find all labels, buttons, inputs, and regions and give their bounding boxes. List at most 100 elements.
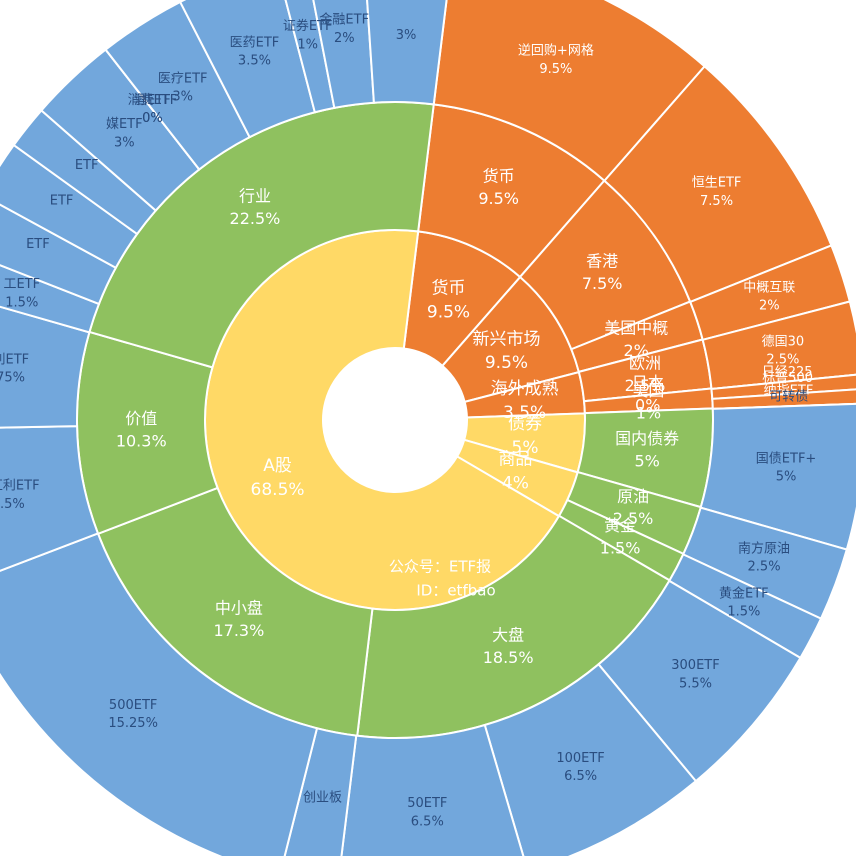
center-hole: [323, 348, 467, 492]
value-label: 6.5%: [564, 769, 597, 784]
segment-label: 逆回购+网格: [518, 43, 594, 59]
segment-label: 恒生ETF: [692, 176, 742, 191]
value-label: 3%: [396, 28, 417, 43]
value-label: 9.5%: [427, 302, 470, 322]
value-label: 0%: [142, 111, 163, 126]
segment-label: 300ETF: [671, 658, 719, 673]
segment-label: A股: [263, 456, 292, 476]
segment-label: 中小盘: [215, 599, 263, 618]
segment-label: 红利ETF: [0, 351, 29, 367]
segment-label: 纳指ETF: [764, 383, 814, 398]
value-label: 1.5%: [727, 605, 760, 620]
segment-label: 南方原油: [738, 540, 790, 556]
segment-label: 欧洲: [629, 353, 661, 372]
segment-label: 日经225: [762, 365, 813, 380]
value-label: 15.25%: [108, 716, 158, 731]
value-label: 5.5%: [0, 497, 25, 512]
annotation: 公众号：ETF报: [389, 558, 491, 576]
segment-label: 50ETF: [407, 796, 447, 811]
value-label: 0%: [142, 111, 163, 126]
value-label: 22.5%: [230, 209, 281, 228]
segment-label: 医药ETF: [230, 35, 280, 50]
value-label: 2.5%: [613, 509, 654, 528]
segment-label: 美国中概: [604, 319, 668, 338]
value-label: 9.5%: [478, 189, 519, 208]
value-label: 3.5%: [503, 403, 546, 423]
value-label: 4.75%: [0, 371, 25, 386]
value-label: 3%: [114, 135, 135, 150]
segment-label: 深红利ETF: [0, 478, 40, 494]
value-label: 0%: [635, 396, 660, 415]
segment-label: 国内债券: [615, 429, 679, 448]
segment-label: ETF: [75, 158, 99, 173]
segment-label: 中概互联: [743, 280, 795, 295]
value-label: 4%: [502, 474, 529, 494]
segment-label: 100ETF: [556, 751, 604, 766]
segment-label: 工ETF: [3, 277, 40, 292]
segment-label: 价值: [125, 409, 157, 428]
value-label: 2%: [624, 341, 649, 360]
segment-label: 债券: [508, 414, 542, 434]
sunburst-segment: [366, 0, 448, 106]
segment-label: 医疗ETF: [158, 71, 208, 86]
sunburst-segment: [0, 532, 319, 856]
segment-label: 黄金: [604, 516, 636, 535]
segment-label: 媒ETF: [106, 117, 143, 132]
segment-label: 大盘: [492, 626, 524, 645]
value-label: 3.5%: [238, 54, 271, 69]
segment-label: ETF: [26, 237, 50, 252]
value-label: 7.5%: [700, 194, 733, 209]
segment-label: 原油: [617, 487, 649, 506]
value-label: 5%: [776, 470, 797, 485]
value-label: 9.5%: [539, 62, 572, 77]
value-label: 1%: [297, 37, 318, 52]
annotation: ID：etfbao: [416, 582, 495, 600]
segment-label: 证券ETF: [283, 18, 333, 34]
segment-label: 创业板: [303, 791, 342, 806]
value-label: 17.3%: [213, 621, 264, 640]
segment-label: 新兴市场: [472, 329, 540, 349]
value-label: 18.5%: [483, 648, 534, 667]
segment-label: 海外成熟: [491, 378, 559, 399]
segment-label: 消费ETF: [128, 93, 178, 108]
value-label: 2.5%: [766, 353, 799, 368]
value-label: 68.5%: [251, 480, 305, 500]
value-label: 5%: [512, 438, 539, 458]
segment-label: ETF: [50, 193, 74, 208]
segment-label: 美国: [632, 381, 664, 400]
segment-label: 酒ETF: [134, 93, 171, 108]
segment-label: 德国30: [762, 334, 805, 349]
value-label: 1.5%: [600, 538, 641, 557]
segment-label: 金融ETF: [319, 12, 369, 28]
segment-label: 国债ETF+: [756, 451, 817, 466]
value-label: 7.5%: [582, 274, 623, 293]
value-label: 5.5%: [679, 676, 712, 691]
segment-label: 500ETF: [109, 698, 157, 713]
value-label: 9.5%: [485, 353, 528, 373]
value-label: 10.3%: [116, 432, 167, 451]
value-label: 2%: [334, 31, 355, 46]
segment-label: 商品: [498, 450, 532, 470]
sunburst-segment: [483, 662, 698, 856]
value-label: 1.5%: [5, 295, 38, 310]
segment-label: 香港: [586, 251, 618, 270]
value-label: 1%: [636, 404, 661, 423]
value-label: 3%: [172, 90, 193, 105]
value-label: 2.5%: [748, 560, 781, 575]
segment-label: 黄金ETF: [719, 586, 769, 602]
value-label: 6.5%: [411, 814, 444, 829]
segment-label: 标普500: [762, 371, 813, 386]
sunburst-segment: [340, 723, 525, 856]
value-label: 2%: [759, 299, 780, 314]
segment-label: 货币: [431, 279, 465, 299]
segment-label: 日本: [632, 373, 664, 392]
value-label: 5%: [634, 451, 659, 470]
value-label: 2.5%: [625, 376, 666, 395]
labels: 货币9.5%新兴市场9.5%海外成熟3.5%债券5%商品4%A股68.5%货币9…: [0, 12, 816, 830]
segment-label: 行业: [239, 186, 271, 205]
segment-label: 货币: [483, 166, 515, 185]
segment-label: 可转债: [769, 390, 808, 405]
